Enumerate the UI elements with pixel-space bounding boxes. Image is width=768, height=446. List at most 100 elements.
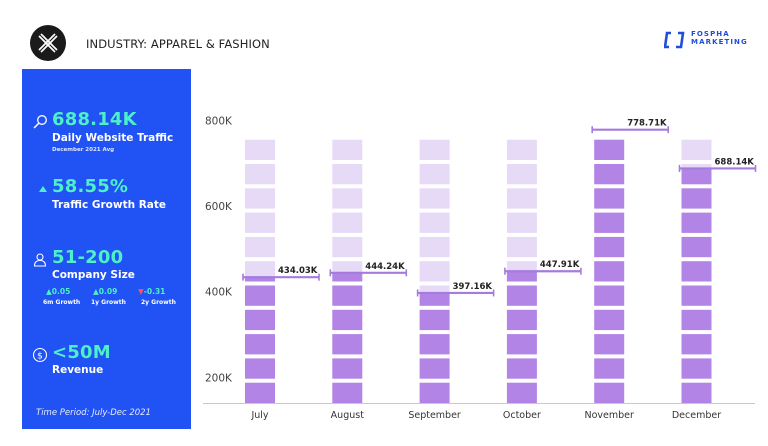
- bar-segment-filled: [332, 272, 363, 282]
- bar-segment-filled: [681, 261, 712, 282]
- bar-segment-filled: [594, 139, 625, 160]
- bar-segment-empty: [245, 236, 275, 258]
- value-label: 434.03K: [278, 266, 318, 276]
- x-tick-label: August: [331, 410, 365, 421]
- value-label: 444.24K: [365, 262, 405, 272]
- growth-1y: ▲0.09: [93, 287, 117, 296]
- bar-segment-filled: [332, 309, 363, 331]
- bar-segment-empty: [506, 261, 537, 272]
- bar-segment-empty: [419, 236, 450, 258]
- bar-segment-empty: [419, 164, 450, 185]
- bar-segment-filled: [245, 285, 275, 306]
- bar-segment-filled: [681, 334, 712, 355]
- bar-segment-filled: [506, 382, 537, 403]
- growth-2y-value: -0.31: [143, 287, 166, 296]
- bar-segment-filled: [594, 285, 625, 306]
- bar-segment-empty: [506, 164, 537, 185]
- bar-segment-filled: [681, 168, 712, 185]
- bar-segment-empty: [245, 139, 275, 160]
- bar-segment-empty: [419, 285, 450, 293]
- growth-6m: ▲0.05: [46, 287, 70, 296]
- traffic-value: 688.14K: [52, 109, 137, 130]
- x-tick-label: July: [250, 410, 268, 421]
- daily-traffic-chart: 200K 400K 600K 800K 434.03K July 444.24K August…: [203, 116, 757, 421]
- growth-1y-label: 1y Growth: [91, 299, 126, 306]
- kpi-sidebar: 688.14K Daily Website Traffic December 2…: [22, 69, 191, 429]
- bar-segment-filled: [419, 334, 450, 355]
- bar-segment-filled: [419, 382, 450, 403]
- triangle-up-icon: [39, 186, 47, 192]
- bar-segment-empty: [245, 212, 275, 233]
- bar-segment-empty: [419, 212, 450, 233]
- bar-segment-filled: [245, 277, 275, 282]
- value-label: 397.16K: [453, 282, 493, 292]
- bar-segment-filled: [419, 309, 450, 331]
- bar-segment-filled: [594, 309, 625, 331]
- traffic-label: Daily Website Traffic: [52, 132, 174, 144]
- growth-6m-label: 6m Growth: [43, 299, 81, 306]
- bar-segment-empty: [419, 139, 450, 160]
- bar-segment-filled: [594, 236, 625, 258]
- bar-segment-empty: [419, 188, 450, 209]
- bar-segment-filled: [245, 382, 275, 403]
- dollar-icon: $: [32, 347, 48, 363]
- x-tick-label: October: [503, 410, 541, 421]
- bar-segment-empty: [245, 164, 275, 185]
- bar-segment-filled: [245, 309, 275, 331]
- x-tick-label: November: [584, 410, 634, 421]
- brand-line-2: MARKETING: [691, 38, 748, 46]
- bar-segment-empty: [332, 261, 363, 273]
- bar-segment-empty: [332, 139, 363, 160]
- bar-segment-filled: [506, 309, 537, 331]
- company-label: Company Size: [52, 269, 135, 281]
- fospha-mark-icon: [664, 31, 685, 49]
- bar-segment-filled: [594, 358, 625, 379]
- bar-segment-filled: [594, 334, 625, 355]
- bar-segment-empty: [332, 212, 363, 233]
- up-arrow-icon: ▲: [46, 287, 52, 296]
- bar-segment-filled: [594, 188, 625, 209]
- brand-name: FOSPHA MARKETING: [691, 30, 748, 46]
- bar-segment-empty: [245, 188, 275, 209]
- bar-segment-filled: [594, 261, 625, 282]
- bar-segment-filled: [594, 212, 625, 233]
- brand-line-1: FOSPHA: [691, 30, 730, 38]
- bar-segment-empty: [506, 139, 537, 160]
- bar-segment-filled: [681, 285, 712, 306]
- growth-2y-label: 2y Growth: [141, 299, 176, 306]
- bar-segment-filled: [332, 382, 363, 403]
- bar-segment-empty: [332, 236, 363, 258]
- growth-label: Traffic Growth Rate: [52, 199, 167, 211]
- bar-segment-empty: [245, 261, 275, 278]
- growth-6m-value: 0.05: [51, 287, 71, 296]
- x-tick-label: September: [408, 410, 461, 421]
- x-tick-label: December: [672, 410, 721, 421]
- industry-label: INDUSTRY: APPAREL & FASHION: [86, 37, 270, 51]
- bar-segment-empty: [681, 164, 712, 169]
- growth-2y: ▼-0.31: [138, 287, 165, 296]
- bar-segment-filled: [332, 334, 363, 355]
- revenue-value: <50M: [52, 342, 111, 363]
- value-label: 778.71K: [627, 119, 667, 129]
- bar-segment-empty: [332, 188, 363, 209]
- bar-segment-filled: [419, 292, 450, 306]
- down-arrow-icon: ▼: [138, 287, 144, 296]
- bar-segment-filled: [245, 358, 275, 379]
- header: INDUSTRY: APPAREL & FASHION FOSPHA MARKE…: [0, 0, 768, 66]
- brand-logo-icon: [30, 25, 66, 61]
- bar-segment-filled: [594, 164, 625, 185]
- bar-segment-empty: [419, 261, 450, 282]
- bar-segment-filled: [681, 236, 712, 258]
- company-value: 51-200: [52, 247, 124, 268]
- up-arrow-icon: ▲: [93, 287, 99, 296]
- y-tick-label: 200K: [205, 372, 233, 384]
- bar-segment-filled: [419, 358, 450, 379]
- search-icon: [33, 115, 47, 129]
- bar-segment-filled: [681, 212, 712, 233]
- value-label: 447.91K: [540, 260, 580, 270]
- svg-text:$: $: [37, 351, 43, 361]
- y-tick-label: 400K: [205, 287, 233, 299]
- bar-segment-filled: [245, 334, 275, 355]
- bar-segment-filled: [594, 382, 625, 403]
- bar-segment-filled: [681, 309, 712, 331]
